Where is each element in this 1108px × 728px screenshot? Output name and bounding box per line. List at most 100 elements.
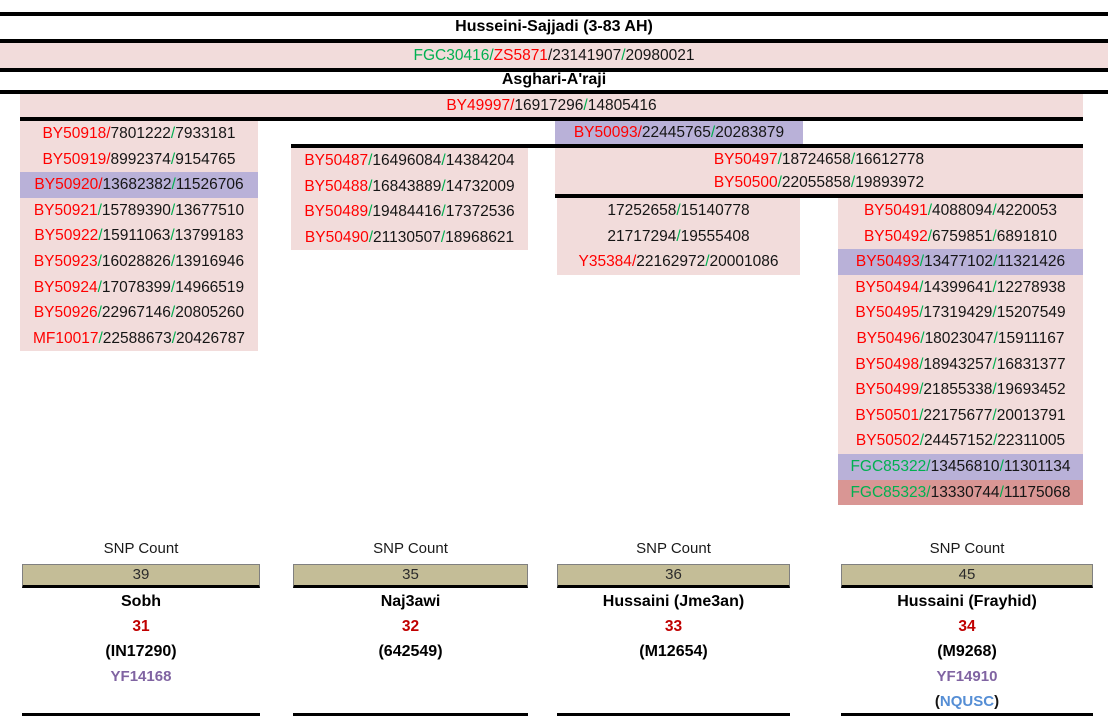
snp-row: BY50919/8992374/9154765	[20, 146, 258, 173]
snp-segment: /	[170, 252, 176, 270]
snp-segment: 18023047	[924, 329, 994, 347]
snp-segment: /	[710, 124, 716, 141]
snp-segment: /	[993, 329, 998, 347]
snp-row: BY50497/18724658/16612778	[555, 148, 1083, 171]
clan-title: Asghari-A'raji	[501, 71, 607, 88]
snp-row: BY50492/6759851/6891810	[838, 223, 1083, 250]
snp-segment: /	[170, 227, 175, 245]
snp-segment: /	[98, 227, 103, 245]
snp-segment: BY50924	[33, 278, 98, 296]
snp-segment: /	[637, 124, 642, 141]
snp-segment: /	[441, 177, 446, 195]
snp-row: MF10017/22588673/20426787	[20, 325, 258, 352]
snp-segment: 18943257	[923, 355, 993, 373]
snp-list-hussaini-frayhid: BY50491/4088094/4220053 BY50492/6759851/6…	[838, 198, 1083, 506]
snp-segment: 22175677	[923, 406, 993, 424]
snp-count-label: SNP Count	[103, 540, 179, 557]
snp-segment: /	[992, 432, 998, 450]
snp-row: 17252658/15140778	[557, 198, 800, 224]
snp-segment: 4220053	[996, 202, 1058, 219]
snp-row: BY50498/18943257/16831377	[838, 351, 1083, 378]
snp-segment: /	[919, 304, 924, 322]
snp-segment: 22445765	[641, 124, 711, 141]
snp-segment: 15207549	[996, 304, 1066, 322]
branch-number: 32	[401, 618, 420, 635]
snp-list-naj3awi: BY50487/16496084/14384204 BY50488/1684388…	[291, 148, 528, 251]
snp-segment: ZS5871	[493, 47, 548, 64]
snp-list-hussaini-jme3an: 17252658/15140778 21717294/19555408 Y35384…	[557, 198, 800, 275]
snp-row: BY50926/22967146/20805260	[20, 300, 258, 326]
snp-segment: 14384204	[445, 152, 515, 169]
snp-segment: 22162972	[636, 253, 706, 271]
snp-segment: /	[919, 432, 924, 450]
snp-segment: 11321426	[997, 253, 1066, 271]
snp-segment: /	[850, 151, 856, 168]
snp-segment: (	[934, 693, 940, 710]
snp-segment: /	[441, 152, 446, 169]
snp-segment: 9154765	[175, 150, 236, 168]
snp-segment: 6891810	[996, 227, 1058, 245]
branch-number: 31	[132, 618, 150, 635]
snp-segment: 23141907	[552, 47, 622, 64]
snp-list-shared-hussaini: BY50497/18724658/16612778 BY50500/2205585…	[555, 148, 1083, 194]
snp-segment: /	[170, 304, 176, 322]
snp-segment: 13456810	[930, 457, 1000, 475]
yfull-group-id: (NQUSC)	[841, 693, 1093, 710]
snp-segment: BY50488	[304, 177, 369, 195]
snp-segment: /	[583, 97, 588, 114]
snp-segment: 11526706	[175, 176, 244, 194]
snp-segment: BY50492	[863, 227, 928, 245]
snp-row: BY50490/21130507/18968621	[291, 224, 528, 251]
snp-row: BY50918/7801222/7933181	[20, 121, 258, 147]
divider	[291, 144, 1083, 148]
snp-segment: /	[777, 174, 782, 191]
yfull-id: YF14168	[110, 668, 172, 685]
snp-segment: 24457152	[924, 432, 993, 450]
snp-segment: 14732009	[445, 177, 515, 195]
snp-segment: /	[999, 457, 1004, 475]
snp-segment: 14805416	[587, 97, 657, 114]
snp-segment: /	[919, 253, 924, 271]
snp-segment: 20980021	[625, 47, 695, 64]
snp-segment: BY50487	[304, 152, 369, 169]
snp-segment: 13677510	[175, 201, 245, 219]
snp-segment: 11175068	[1003, 483, 1071, 501]
snp-segment: /	[992, 406, 997, 424]
snp-segment: 22055858	[781, 174, 851, 191]
snp-segment: BY50920	[34, 176, 99, 194]
snp-segment: 19484416	[372, 203, 442, 221]
snp-segment: 11301134	[1003, 457, 1071, 475]
snp-segment: 16843889	[372, 177, 442, 195]
snp-segment: /	[441, 203, 446, 221]
snp-segment: /	[631, 253, 637, 271]
snp-row: BY50923/16028826/13916946	[20, 248, 258, 275]
branch-name: Naj3awi	[380, 593, 441, 610]
snp-row: BY50920/13682382/11526706	[20, 172, 258, 198]
kit-id: (IN17290)	[105, 643, 177, 660]
snp-segment: /	[992, 355, 997, 373]
snp-segment: BY50502	[855, 432, 920, 450]
snp-segment: 21717294	[607, 227, 677, 245]
snp-segment: /	[368, 203, 373, 221]
snp-segment: BY50918	[42, 125, 107, 142]
snp-segment: 13477102	[924, 253, 993, 271]
snp-segment: FGC85322	[850, 457, 927, 475]
snp-segment: /	[927, 202, 933, 219]
snp-segment: 17372536	[445, 203, 515, 221]
snp-segment: /	[777, 151, 782, 168]
snp-segment: 16612778	[855, 151, 925, 168]
branch-underline	[557, 713, 790, 716]
snp-segment: /	[919, 278, 924, 296]
snp-count-label: SNP Count	[929, 540, 1005, 557]
snp-segment: 7933181	[175, 125, 236, 142]
snp-segment: /	[992, 227, 997, 245]
divider	[555, 194, 1083, 198]
snp-segment: 13799183	[174, 227, 244, 245]
snp-count-label: SNP Count	[373, 540, 448, 557]
snp-segment: 20013791	[996, 406, 1066, 424]
branch-name: Sobh	[121, 593, 161, 610]
snp-segment: 14966519	[175, 278, 245, 296]
snp-segment: /	[510, 97, 515, 114]
snp-segment: 12278938	[996, 278, 1066, 296]
snp-segment: )	[994, 693, 1000, 710]
